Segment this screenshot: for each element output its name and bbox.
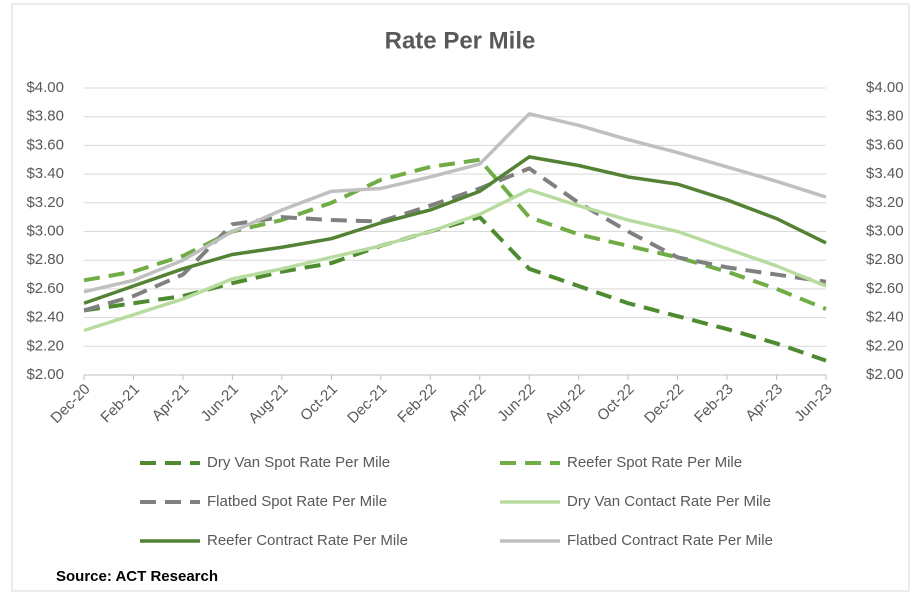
y2-tick-label: $3.00 [866,222,904,239]
y2-tick-label: $2.80 [866,251,904,268]
legend-label: Reefer Spot Rate Per Mile [567,454,742,471]
y-tick-label: $3.40 [26,165,64,182]
y2-tick-label: $3.20 [866,194,904,211]
y-tick-label: $2.00 [26,366,64,383]
y2-tick-label: $2.20 [866,337,904,354]
y-tick-label: $2.80 [26,251,64,268]
y-tick-label: $3.60 [26,136,64,153]
chart-title: Rate Per Mile [385,27,536,54]
y-tick-label: $2.60 [26,280,64,297]
y2-tick-label: $2.40 [866,309,904,326]
series-line [83,188,827,333]
y-tick-label: $2.20 [26,337,64,354]
y2-tick-label: $4.00 [866,79,904,96]
series-line [83,112,827,294]
source: Source: ACT Research [56,568,218,585]
series-line [83,166,827,313]
y-tick-label: $4.00 [26,79,64,96]
legend-label: Flatbed Contract Rate Per Mile [567,532,773,549]
legend-label: Reefer Contract Rate Per Mile [207,532,408,549]
y2-tick-label: $3.40 [866,165,904,182]
legend-label: Flatbed Spot Rate Per Mile [207,493,387,510]
y2-tick-label: $2.00 [866,366,904,383]
legend-label: Dry Van Contact Rate Per Mile [567,493,771,510]
y2-tick-label: $3.80 [866,108,904,125]
series-line [83,157,827,311]
legend-label: Dry Van Spot Rate Per Mile [207,454,390,471]
y-tick-label: $3.20 [26,194,64,211]
y-tick-label: $2.40 [26,309,64,326]
series-line [83,155,827,305]
y2-tick-label: $2.60 [866,280,904,297]
y-tick-label: $3.80 [26,108,64,125]
y2-tick-label: $3.60 [866,136,904,153]
y-tick-label: $3.00 [26,222,64,239]
